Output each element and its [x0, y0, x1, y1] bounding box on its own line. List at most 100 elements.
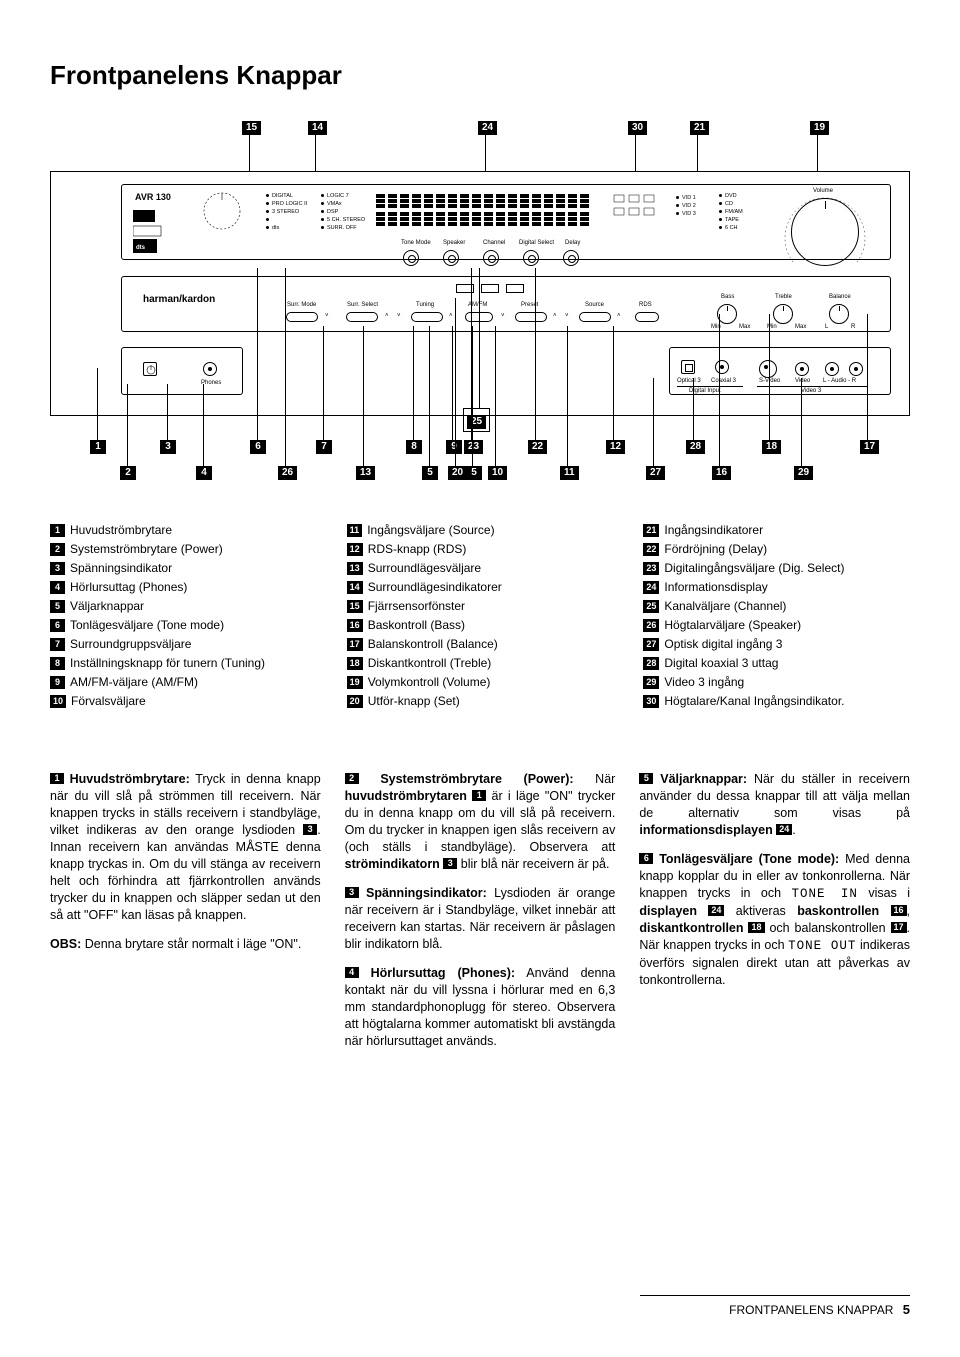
- desc-2: 2 Systemströmbrytare (Power): När huvuds…: [345, 771, 616, 873]
- desc-5: 5 Väljarknappar: När du ställer in recei…: [639, 771, 910, 839]
- source-lbl: Source: [585, 302, 604, 308]
- b1-12: 12: [606, 440, 625, 454]
- dig-select-knob: [523, 250, 539, 266]
- video3-lbl: Video 3: [801, 388, 821, 394]
- svideo-jack: [759, 360, 777, 378]
- surr-mode-btn: [286, 312, 318, 322]
- legend-item-23: 23Digitalingångsväljare (Dig. Select): [643, 559, 910, 578]
- legend-columns: 1Huvudströmbrytare2Systemströmbrytare (P…: [50, 521, 910, 711]
- b2-16: 16: [712, 466, 731, 480]
- legend-item-22: 22Fördröjning (Delay): [643, 540, 910, 559]
- src-fmam: FM/AM: [725, 209, 743, 215]
- legend-item-28: 28Digital koaxial 3 uttag: [643, 654, 910, 673]
- balance-knob: [829, 304, 849, 324]
- rds-lbl: RDS: [639, 302, 652, 308]
- coax3-jack: [715, 360, 729, 374]
- src-tape: TAPE: [725, 217, 739, 223]
- audio-r-jack: [849, 362, 863, 376]
- b2-13: 13: [356, 466, 375, 480]
- channel-label: Channel: [483, 240, 505, 246]
- optical3-jack: [681, 360, 695, 374]
- speaker-knob: [443, 250, 459, 266]
- legend-item-8: 8Inställningsknapp för tunern (Tuning): [50, 654, 317, 673]
- bass-max: Max: [739, 324, 750, 330]
- desc-4: 4 Hörlursuttag (Phones): Använd denna ko…: [345, 965, 616, 1050]
- b2-5b: 5: [466, 466, 482, 480]
- tuning-lbl: Tuning: [416, 302, 434, 308]
- b1-9: 9: [446, 440, 462, 454]
- legend-item-20: 20Utför-knapp (Set): [347, 692, 614, 711]
- b2-11: 11: [560, 466, 579, 480]
- speaker-label: Speaker: [443, 240, 465, 246]
- legend-item-29: 29Video 3 ingång: [643, 673, 910, 692]
- desc-obs: OBS: Denna brytare står normalt i läge "…: [50, 936, 321, 953]
- source-btn: [579, 312, 611, 322]
- legend-item-21: 21Ingångsindikatorer: [643, 521, 910, 540]
- vfd-display-row2: [376, 212, 589, 226]
- legend-item-3: 3Spänningsindikator: [50, 559, 317, 578]
- phones-jack: [203, 362, 217, 376]
- legend-item-6: 6Tonlägesväljare (Tone mode): [50, 616, 317, 635]
- legend-item-4: 4Hörlursuttag (Phones): [50, 578, 317, 597]
- balance-l: L: [825, 324, 828, 330]
- description-columns: 1 Huvudströmbrytare: Tryck in denna knap…: [50, 771, 910, 1062]
- legend-item-24: 24Informationsdisplay: [643, 578, 910, 597]
- legend-item-2: 2Systemströmbrytare (Power): [50, 540, 317, 559]
- power-button: [143, 362, 157, 376]
- treble-max: Max: [795, 324, 806, 330]
- ind-3stereo: 3 STEREO: [272, 209, 299, 215]
- legend-item-16: 16Baskontroll (Bass): [347, 616, 614, 635]
- legend-item-27: 27Optisk digital ingång 3: [643, 635, 910, 654]
- legend-item-25: 25Kanalväljare (Channel): [643, 597, 910, 616]
- surr-select-lbl: Surr. Select: [347, 302, 378, 308]
- b1-18: 18: [762, 440, 781, 454]
- src-cd: CD: [725, 201, 733, 207]
- bass-knob: [717, 304, 737, 324]
- optical3-lbl: Optical 3: [677, 378, 701, 384]
- b1-6: 6: [250, 440, 266, 454]
- b2-20: 20: [448, 466, 467, 480]
- b1-7: 7: [316, 440, 332, 454]
- b1-3: 3: [160, 440, 176, 454]
- rds-btn: [635, 312, 659, 322]
- b2-2: 2: [120, 466, 136, 480]
- svg-text:dts: dts: [136, 245, 146, 251]
- callout-21: 21: [690, 121, 709, 135]
- bass-lbl: Bass: [721, 294, 734, 300]
- b2-27: 27: [646, 466, 665, 480]
- legend-item-12: 12RDS-knapp (RDS): [347, 540, 614, 559]
- b2-5a: 5: [422, 466, 438, 480]
- callout-14: 14: [308, 121, 327, 135]
- b2-29: 29: [794, 466, 813, 480]
- legend-item-18: 18Diskantkontroll (Treble): [347, 654, 614, 673]
- coax3-lbl: Coaxial 3: [711, 378, 736, 384]
- dig-select-label: Digital Select: [519, 240, 554, 246]
- page-footer: FRONTPANELENS KNAPPAR 5: [640, 1295, 910, 1317]
- legend-item-30: 30Högtalare/Kanal Ingångsindikator.: [643, 692, 910, 711]
- preset-btn: [515, 312, 547, 322]
- front-panel-diagram: AVR 130 DIGITAL PRO LOGIC II 3 STEREO dt…: [50, 171, 910, 416]
- video-jack: [795, 362, 809, 376]
- treble-lbl: Treble: [775, 294, 792, 300]
- b1-8: 8: [406, 440, 422, 454]
- treble-knob: [773, 304, 793, 324]
- legend-item-15: 15Fjärrsensorfönster: [347, 597, 614, 616]
- ind-prologic: PRO LOGIC II: [272, 201, 307, 207]
- ind-dsp: DSP: [327, 209, 338, 215]
- b1-28: 28: [686, 440, 705, 454]
- balance-lbl: Balance: [829, 294, 851, 300]
- legend-item-11: 11Ingångsväljare (Source): [347, 521, 614, 540]
- src-dvd: DVD: [725, 193, 737, 199]
- b2-10: 10: [488, 466, 507, 480]
- surr-select-btn: [346, 312, 378, 322]
- desc-3: 3 Spänningsindikator: Lysdioden är orang…: [345, 885, 616, 953]
- tone-mode-label: Tone Mode: [401, 240, 431, 246]
- audio-l-jack: [825, 362, 839, 376]
- ind-logic7: LOGIC 7: [327, 193, 349, 199]
- model-label: AVR 130: [135, 192, 171, 202]
- legend-item-5: 5Väljarknappar: [50, 597, 317, 616]
- b2-4: 4: [196, 466, 212, 480]
- channel-knob: [483, 250, 499, 266]
- b2-26: 26: [278, 466, 297, 480]
- legend-item-14: 14Surroundlägesindikatorer: [347, 578, 614, 597]
